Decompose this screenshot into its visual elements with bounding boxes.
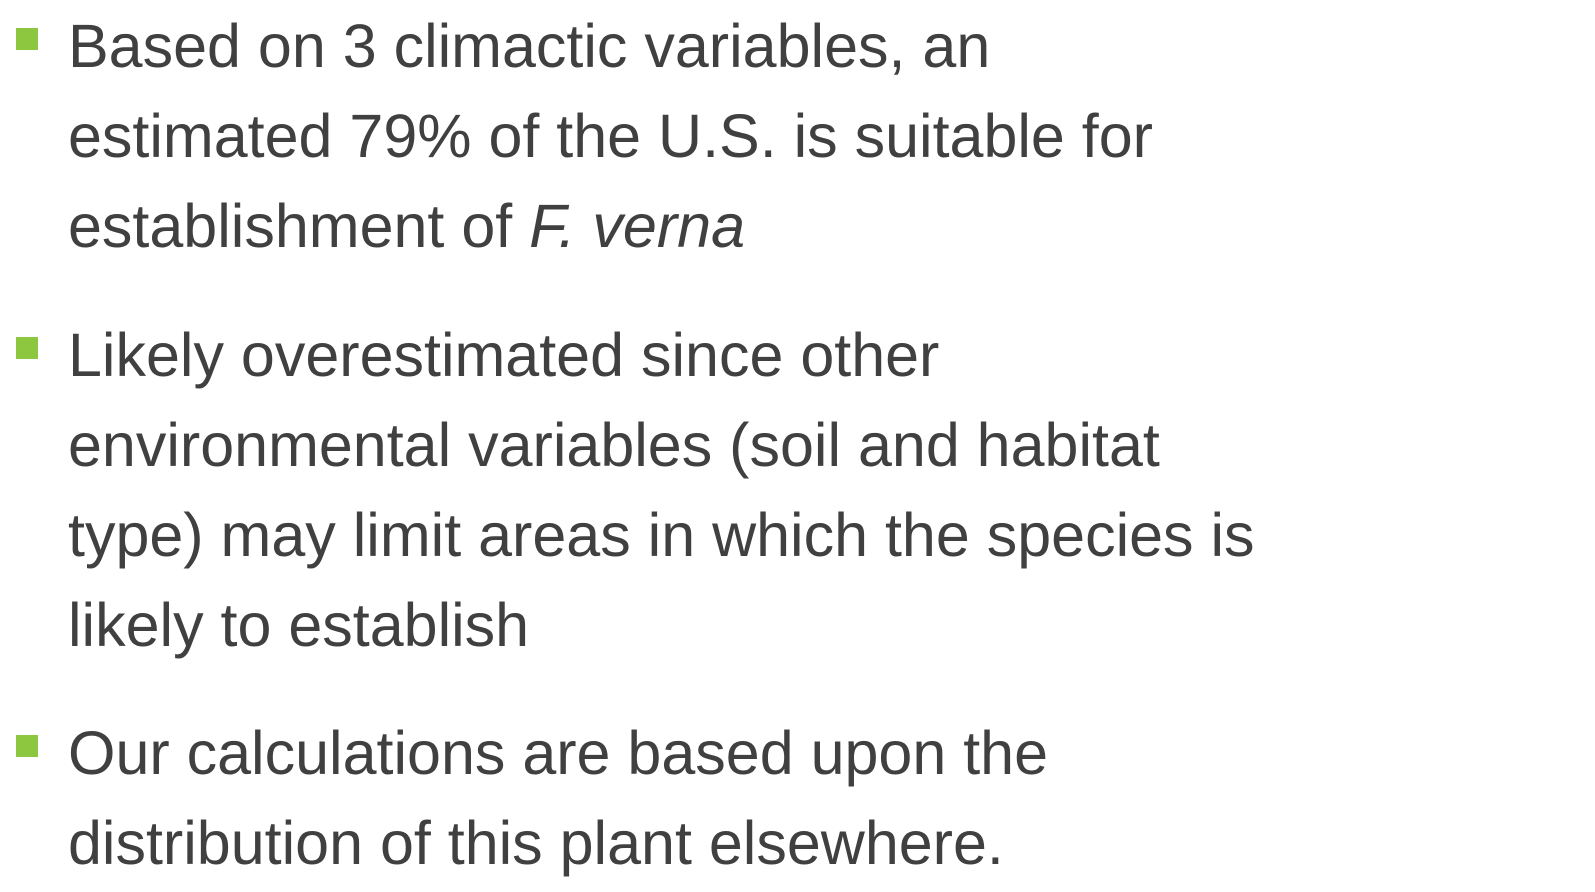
italic-text: F. verna: [529, 192, 746, 260]
line-text: Likely overestimated since other: [68, 321, 940, 389]
bullet-line: type) may limit areas in which the speci…: [68, 490, 1595, 580]
bullet-marker: [16, 337, 38, 359]
bullet-marker: [16, 735, 38, 757]
bullet-line: estimated 79% of the U.S. is suitable fo…: [68, 91, 1595, 181]
line-text: distribution of this plant elsewhere.: [68, 809, 1004, 877]
bullet-marker: [16, 28, 38, 50]
bullet-item: Based on 3 climactic variables, an estima…: [0, 1, 1595, 271]
line-text: likely to establish: [68, 591, 530, 659]
bullet-line: establishment of F. verna: [68, 181, 1595, 271]
bullet-line: distribution of this plant elsewhere.: [68, 798, 1595, 888]
bullet-line: Likely overestimated since other: [68, 310, 1595, 400]
bullet-item: Our calculations are based upon the distr…: [0, 708, 1595, 888]
bullet-line: likely to establish: [68, 580, 1595, 670]
line-text: establishment of: [68, 192, 513, 260]
line-text: type) may limit areas in which the speci…: [68, 501, 1255, 569]
bullet-line: environmental variables (soil and habita…: [68, 400, 1595, 490]
bullet-item: Likely overestimated since other environm…: [0, 310, 1595, 670]
bullet-line: Our calculations are based upon the: [68, 708, 1595, 798]
line-text: environmental variables (soil and habita…: [68, 411, 1160, 479]
line-text: Based on 3 climactic variables, an: [68, 12, 991, 80]
line-text: Our calculations are based upon the: [68, 719, 1049, 787]
bullet-line: Based on 3 climactic variables, an: [68, 1, 1595, 91]
line-text: estimated 79% of the U.S. is suitable fo…: [68, 102, 1153, 170]
